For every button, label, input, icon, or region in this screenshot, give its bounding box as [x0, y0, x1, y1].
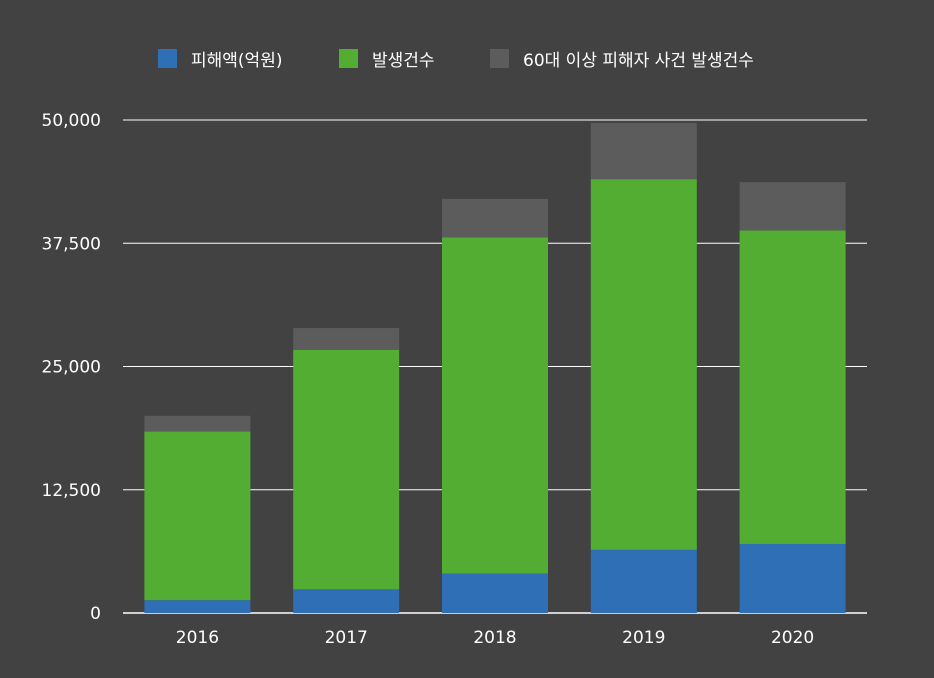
legend-swatch-damage	[158, 49, 177, 68]
bar-segment	[293, 349, 400, 590]
y-axis: 0 12,500 25,000 37,500 50,000	[42, 111, 101, 624]
bar-segment	[590, 179, 697, 550]
bar-segment	[442, 573, 548, 613]
bar-segment	[144, 415, 251, 432]
legend-item-cases: 발생건수	[339, 46, 435, 71]
x-tick-label: 2018	[473, 628, 516, 648]
bar-segment	[590, 549, 697, 613]
y-tick-label: 0	[90, 604, 101, 624]
bars	[144, 122, 846, 613]
y-tick-label: 50,000	[42, 111, 101, 131]
x-tick-label: 2020	[771, 628, 814, 648]
x-tick-label: 2019	[622, 628, 665, 648]
legend-item-senior-cases: 60대 이상 피해자 사건 발생건수	[490, 46, 754, 71]
bar-segment	[144, 431, 251, 601]
legend-item-damage: 피해액(억원)	[158, 46, 282, 71]
y-tick-label: 12,500	[42, 481, 101, 501]
bar-segment	[739, 230, 846, 544]
bar-segment	[442, 198, 548, 238]
legend-swatch-cases	[339, 49, 358, 68]
legend-swatch-senior-cases	[490, 49, 509, 68]
x-tick-label: 2017	[325, 628, 368, 648]
bar-segment	[739, 182, 846, 231]
bar-segment	[293, 589, 400, 613]
bar-segment	[739, 543, 846, 613]
legend: 피해액(억원) 발생건수 60대 이상 피해자 사건 발생건수	[0, 46, 934, 72]
legend-label-senior-cases: 60대 이상 피해자 사건 발생건수	[523, 51, 754, 71]
bar-segment	[144, 600, 251, 613]
legend-label-damage: 피해액(억원)	[191, 51, 283, 71]
bar-segment	[590, 122, 697, 180]
x-tick-label: 2016	[176, 628, 219, 648]
x-axis: 2016 2017 2018 2019 2020	[176, 628, 814, 648]
bar-segment	[293, 328, 400, 350]
y-tick-label: 37,500	[42, 234, 101, 254]
y-tick-label: 25,000	[42, 358, 101, 378]
bar-segment	[442, 237, 548, 574]
legend-label-cases: 발생건수	[372, 51, 435, 71]
